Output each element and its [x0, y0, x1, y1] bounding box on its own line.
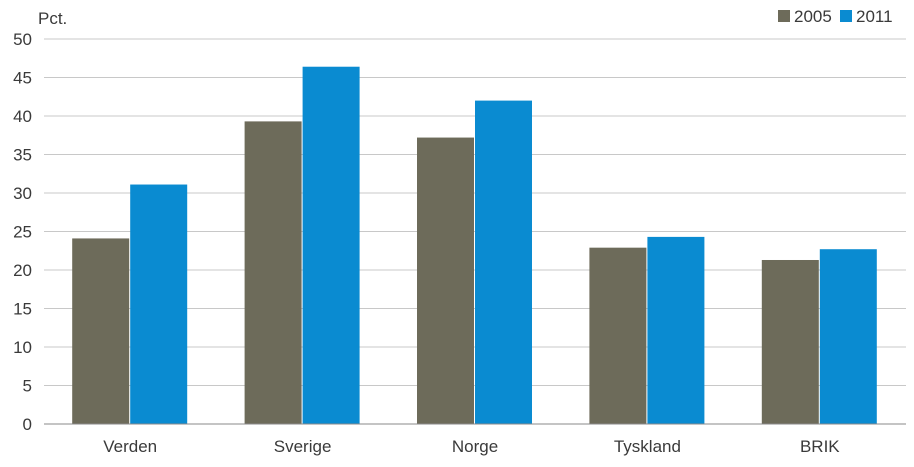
y-tick-label: 15	[13, 300, 32, 319]
bar-2005-sverige	[244, 121, 302, 424]
y-tick-label: 30	[13, 184, 32, 203]
x-tick-label: Sverige	[274, 437, 332, 456]
y-tick-label: 35	[13, 146, 32, 165]
y-tick-label: 45	[13, 69, 32, 88]
bar-2005-tyskland	[589, 247, 647, 424]
legend-swatch-2005	[778, 10, 790, 22]
bars	[72, 66, 877, 424]
bar-2011-brik	[819, 249, 877, 424]
legend-swatch-2011	[840, 10, 852, 22]
y-tick-label: 20	[13, 261, 32, 280]
axes: 0 5 10 15 20 25 30 35 40 45 50 Verden Sverige Norge Ty…	[13, 30, 906, 456]
bar-2005-brik	[761, 259, 819, 424]
legend: 2005 2011	[778, 7, 893, 26]
y-tick-label: 10	[13, 338, 32, 357]
x-tick-label: Tyskland	[614, 437, 681, 456]
x-tick-label: Norge	[452, 437, 498, 456]
y-tick-label: 0	[23, 415, 32, 434]
bar-2011-norge	[475, 100, 532, 424]
bar-2011-tyskland	[647, 236, 705, 424]
bar-2011-sverige	[302, 66, 360, 424]
bar-2005-norge	[417, 137, 474, 424]
y-tick-label: 50	[13, 30, 32, 49]
y-tick-label: 5	[23, 377, 32, 396]
bar-2011-verden	[130, 184, 188, 424]
x-tick-label: Verden	[103, 437, 157, 456]
y-tick-label: 25	[13, 223, 32, 242]
y-tick-label: 40	[13, 107, 32, 126]
y-axis-label: Pct.	[38, 9, 67, 28]
legend-label-2005: 2005	[794, 7, 832, 26]
x-tick-label: BRIK	[800, 437, 840, 456]
legend-label-2011: 2011	[856, 7, 893, 26]
bar-2005-verden	[72, 238, 130, 424]
